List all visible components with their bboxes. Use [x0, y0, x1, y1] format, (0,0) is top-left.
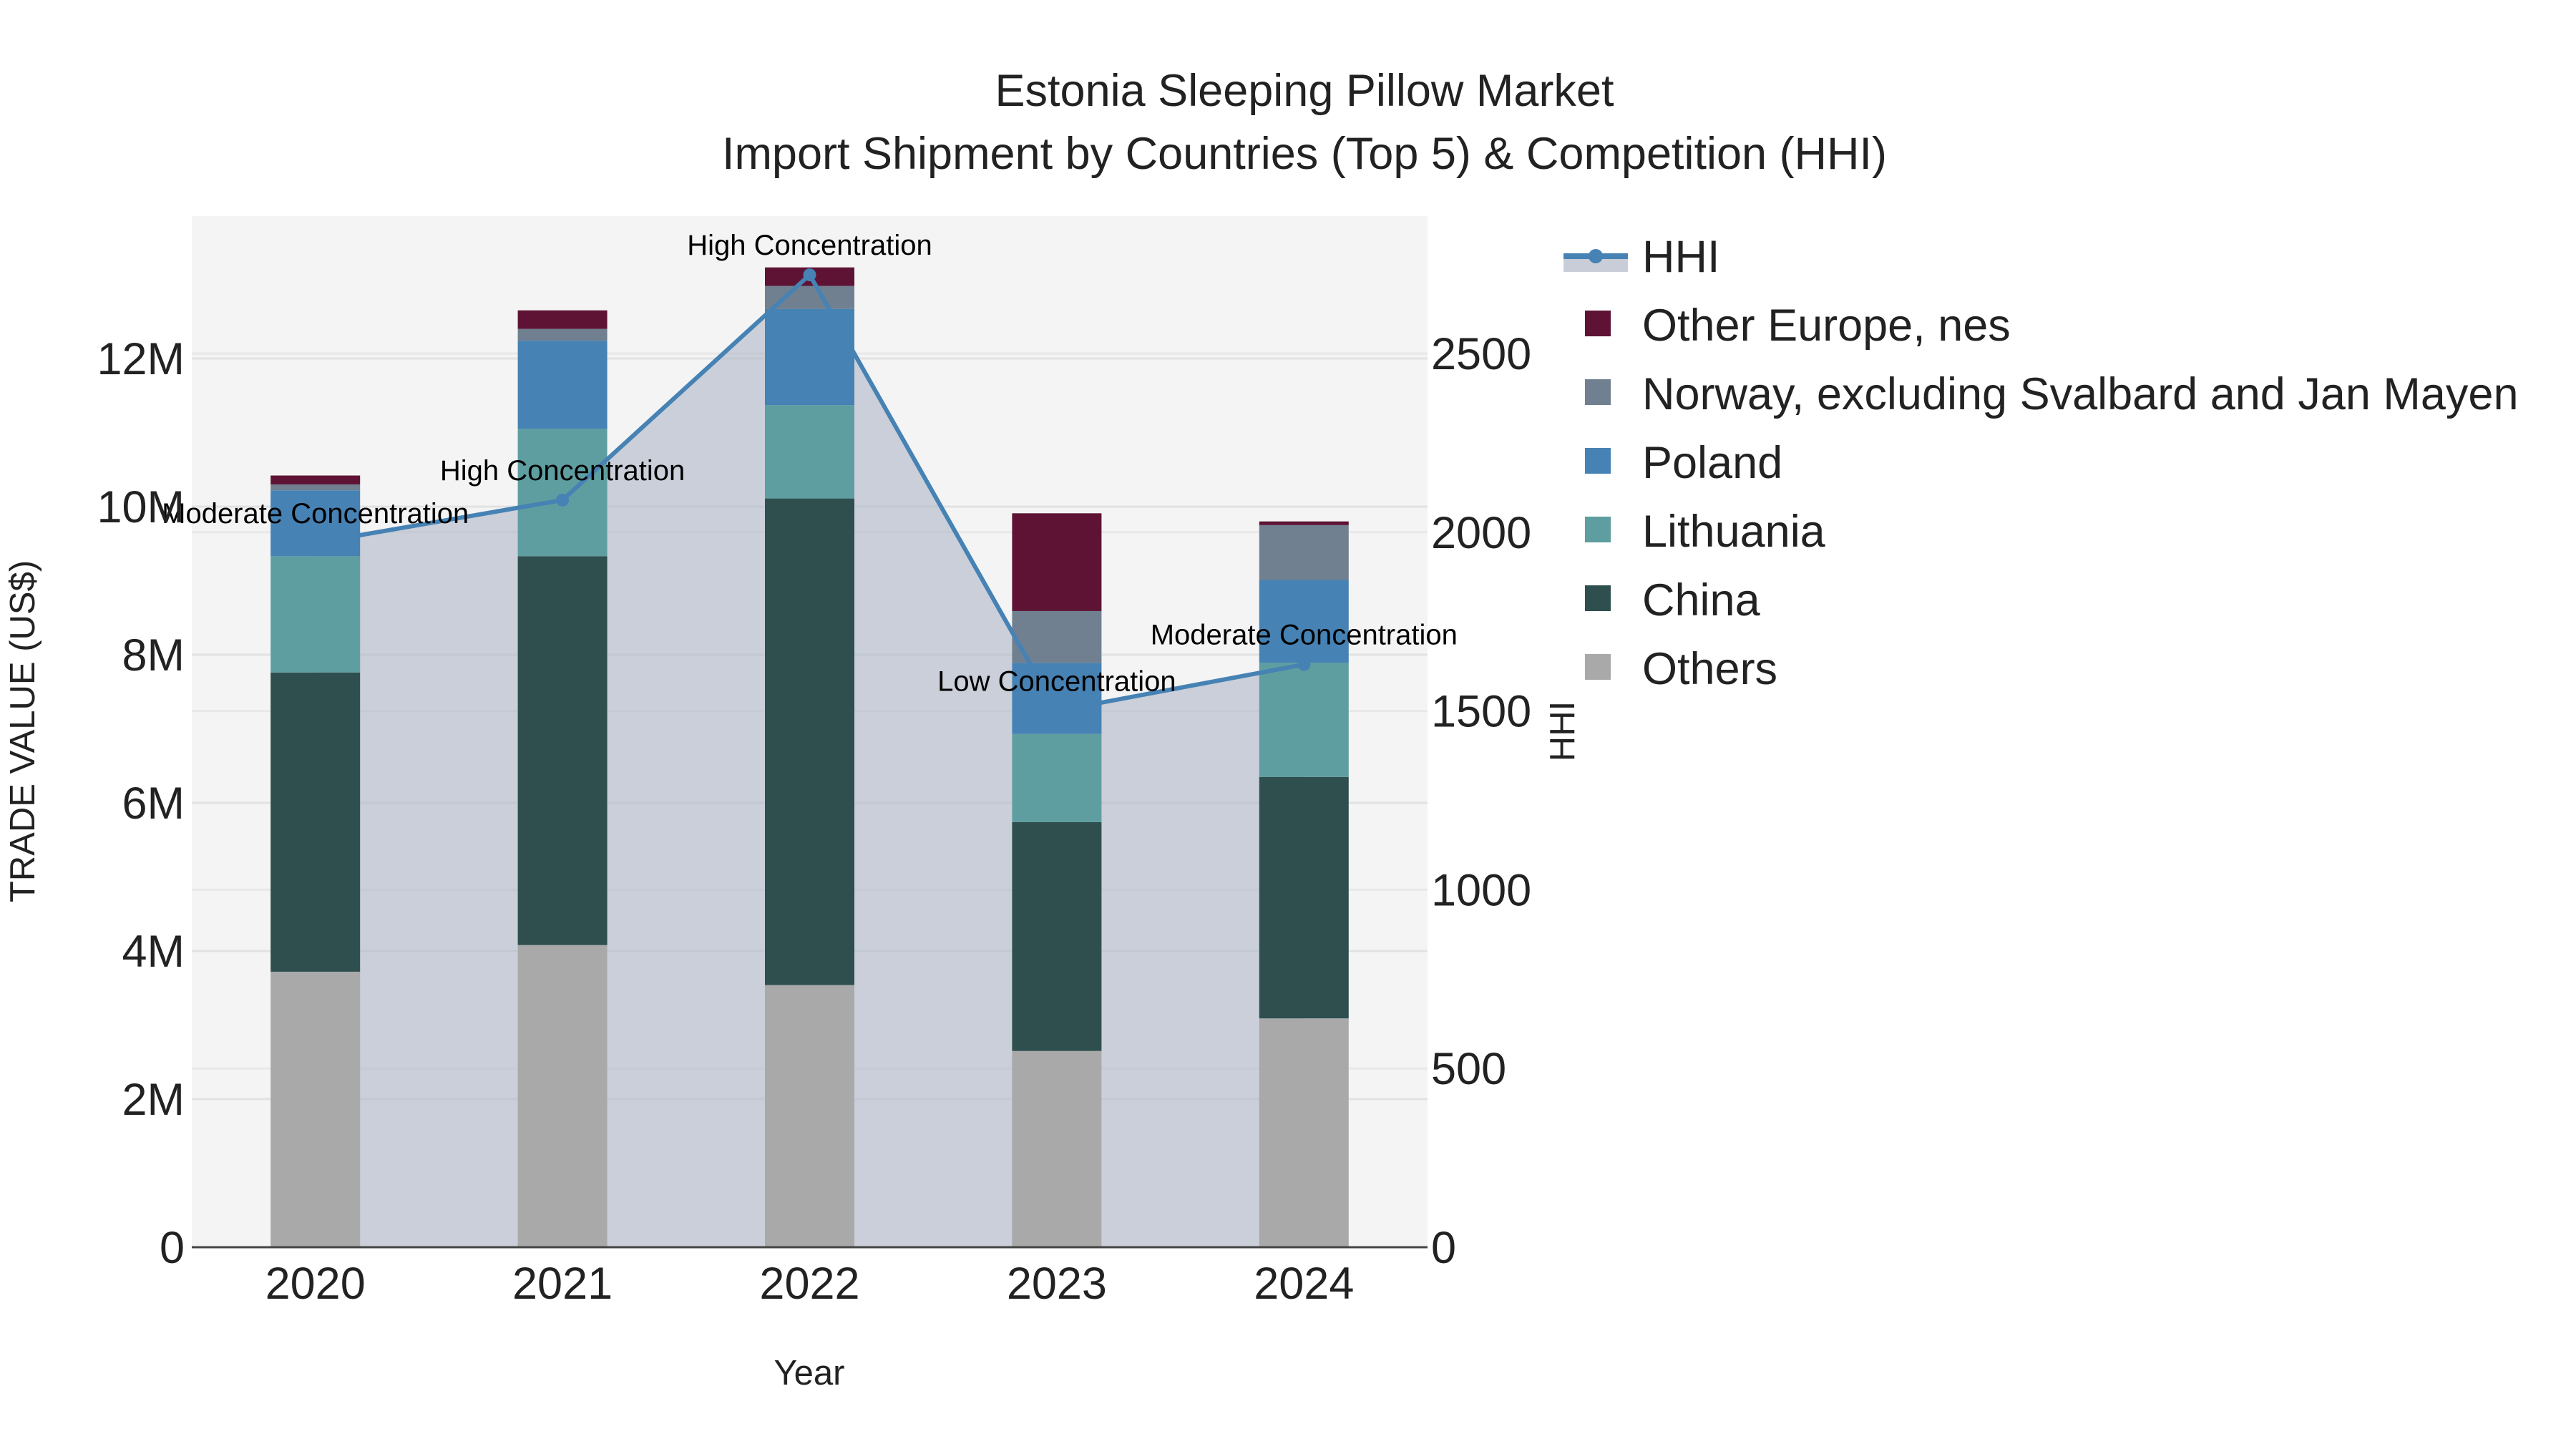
bar-segment-china[interactable]	[765, 498, 854, 985]
y2-axis-title: HHI	[1543, 701, 1582, 761]
legend-swatch-icon	[1585, 448, 1611, 474]
hhi-annotation: Moderate Concentration	[162, 498, 469, 530]
legend-item[interactable]: Poland	[1585, 438, 1782, 488]
bar-segment-china[interactable]	[270, 672, 361, 972]
x-tick-label: 2020	[265, 1259, 366, 1309]
legend-swatch-icon	[1585, 311, 1611, 336]
legend-label: Other Europe, nes	[1642, 301, 2011, 351]
bar-segment-other-europe-nes[interactable]	[1259, 521, 1349, 525]
y2-tick-label: 1500	[1431, 687, 1531, 737]
bar-segment-others[interactable]	[1012, 1050, 1102, 1247]
bar-segment-poland[interactable]	[1012, 663, 1102, 734]
bar-segment-others[interactable]	[517, 945, 608, 1247]
legend-label: Poland	[1642, 438, 1782, 488]
hhi-annotations: Moderate Concentration High Concentration…	[162, 230, 1458, 698]
bar-segment-lithuania[interactable]	[1012, 733, 1102, 822]
legend-swatch-icon	[1585, 517, 1611, 542]
y2-tick-label: 2000	[1431, 508, 1531, 558]
y-tick-label: 0	[160, 1223, 185, 1273]
legend-swatch-icon	[1585, 585, 1611, 611]
hhi-marker[interactable]	[556, 493, 570, 507]
bar-segment-norway-excluding-svalbard-and-jan-mayen[interactable]	[517, 328, 608, 341]
bar-segment-others[interactable]	[1259, 1018, 1349, 1247]
legend-item[interactable]: HHI	[1563, 232, 1720, 282]
bar-segment-norway-excluding-svalbard-and-jan-mayen[interactable]	[765, 286, 854, 309]
bar-segment-lithuania[interactable]	[517, 429, 608, 557]
bar-segment-poland[interactable]	[517, 341, 608, 429]
bar-segment-other-europe-nes[interactable]	[517, 310, 608, 329]
legend-swatch-icon	[1585, 379, 1611, 405]
bar-segment-china[interactable]	[517, 556, 608, 945]
y-tick-label: 6M	[122, 779, 185, 829]
legend: HHI Other Europe, nes Norway, excluding Sv…	[1563, 232, 2519, 694]
hhi-marker[interactable]	[1050, 704, 1063, 718]
bar-segment-other-europe-nes[interactable]	[1012, 513, 1102, 611]
legend-hhi-fill-icon	[1563, 256, 1628, 272]
legend-label: HHI	[1642, 232, 1720, 282]
x-axis-ticks: 2020 2021 2022 2023 2024	[265, 1259, 1355, 1309]
legend-item[interactable]: Other Europe, nes	[1585, 301, 2011, 351]
hhi-annotation: Low Concentration	[937, 666, 1176, 698]
y2-tick-label: 1000	[1431, 865, 1531, 915]
y-tick-label: 10M	[97, 482, 185, 532]
hhi-annotation: High Concentration	[440, 455, 685, 487]
x-axis-title: Year	[774, 1354, 844, 1392]
y-axis-ticks: 0 2M 4M 6M 8M 10M 12M	[97, 334, 185, 1273]
hhi-line	[308, 268, 1311, 718]
legend-item[interactable]: China	[1585, 575, 1761, 625]
y-tick-label: 8M	[122, 630, 185, 680]
y-tick-label: 12M	[97, 334, 185, 384]
x-tick-label: 2024	[1254, 1259, 1354, 1309]
y2-tick-label: 0	[1431, 1223, 1456, 1273]
y2-axis-ticks: 0 500 1000 1500 2000 2500	[1431, 329, 1531, 1273]
bar-segment-lithuania[interactable]	[270, 556, 361, 673]
bar-segment-other-europe-nes[interactable]	[270, 475, 361, 484]
hhi-marker[interactable]	[803, 268, 816, 282]
legend-item[interactable]: Norway, excluding Svalbard and Jan Mayen	[1585, 369, 2519, 419]
bar-segment-poland[interactable]	[765, 308, 854, 406]
y2-tick-label: 500	[1431, 1044, 1506, 1094]
x-tick-label: 2022	[759, 1259, 859, 1309]
legend-item[interactable]: Others	[1585, 644, 1777, 694]
legend-label: Others	[1642, 644, 1777, 694]
chart-subtitle: Import Shipment by Countries (Top 5) & C…	[722, 129, 1887, 179]
bar-segment-china[interactable]	[1259, 776, 1349, 1019]
legend-hhi-marker-icon	[1589, 249, 1603, 263]
legend-item[interactable]: Lithuania	[1585, 507, 1826, 557]
bar-segment-poland[interactable]	[1259, 580, 1349, 663]
chart-title: Estonia Sleeping Pillow Market	[995, 66, 1614, 116]
legend-swatch-icon	[1585, 654, 1611, 680]
bar-segment-norway-excluding-svalbard-and-jan-mayen[interactable]	[1259, 525, 1349, 580]
bar-stacks	[270, 267, 1349, 1247]
y-axis-title: TRADE VALUE (US$)	[4, 560, 42, 902]
y2-tick-label: 2500	[1431, 329, 1531, 379]
bar-segment-norway-excluding-svalbard-and-jan-mayen[interactable]	[270, 484, 361, 491]
bar-segment-china[interactable]	[1012, 821, 1102, 1051]
legend-label: China	[1642, 575, 1761, 625]
legend-label: Lithuania	[1642, 507, 1826, 557]
hhi-annotation: High Concentration	[687, 230, 932, 261]
legend-label: Norway, excluding Svalbard and Jan Mayen	[1642, 369, 2519, 419]
hhi-annotation: Moderate Concentration	[1151, 620, 1458, 651]
x-tick-label: 2021	[512, 1259, 613, 1309]
bar-segment-lithuania[interactable]	[765, 405, 854, 499]
y-tick-label: 4M	[122, 927, 185, 977]
hhi-marker[interactable]	[308, 536, 322, 550]
y-tick-label: 2M	[122, 1075, 185, 1125]
hhi-marker[interactable]	[1297, 658, 1311, 671]
x-tick-label: 2023	[1007, 1259, 1107, 1309]
bar-segment-others[interactable]	[270, 971, 361, 1247]
bar-segment-others[interactable]	[765, 985, 854, 1247]
bar-segment-lithuania[interactable]	[1259, 663, 1349, 777]
